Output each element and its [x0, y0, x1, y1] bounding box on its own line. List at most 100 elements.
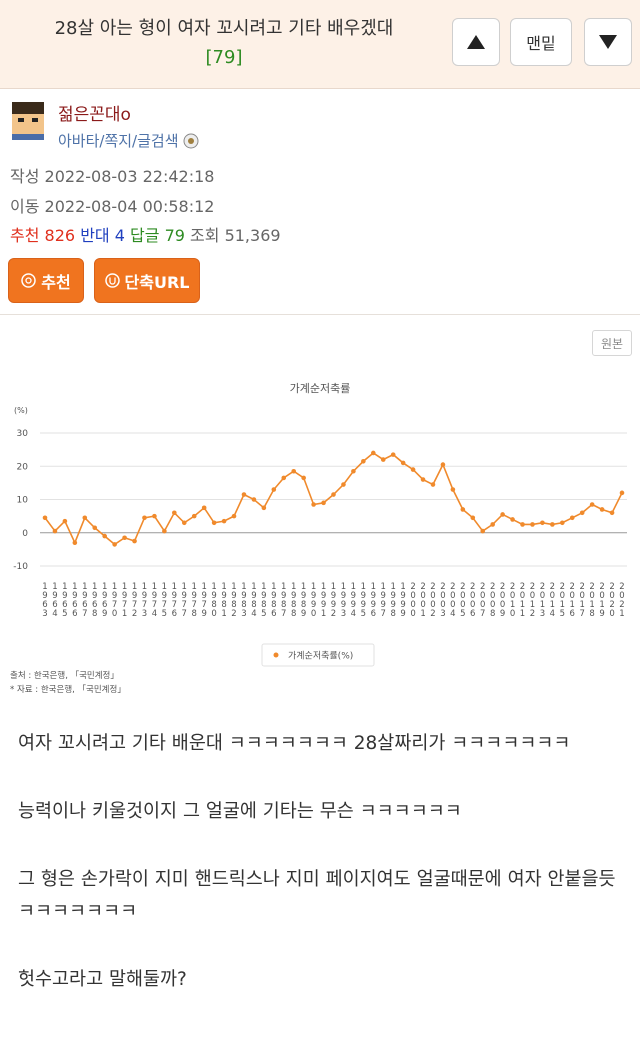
x-tick-label: 2002: [428, 582, 438, 618]
data-point: [162, 528, 167, 534]
short-url-button[interactable]: 단축URL: [94, 258, 200, 303]
stat-label: 조회: [190, 226, 220, 245]
y-tick-label: 0: [22, 529, 28, 539]
data-point: [410, 467, 416, 472]
data-point: [370, 450, 376, 456]
paragraph: 여자 꼬시려고 기타 배운대 ㅋㅋㅋㅋㅋㅋㅋ 28살짜리가 ㅋㅋㅋㅋㅋㅋㅋ: [18, 733, 571, 754]
x-tick-label: 1983: [239, 582, 249, 618]
written-row: 작성 2022-08-03 22:42:18: [10, 163, 214, 187]
data-point: [579, 510, 585, 516]
avatar[interactable]: [8, 100, 48, 140]
data-point: [42, 515, 48, 521]
x-tick-label: 1968: [90, 582, 100, 618]
data-point: [152, 513, 157, 519]
author-name[interactable]: 젊은꼰대o: [58, 105, 131, 125]
x-tick-label: 2004: [448, 582, 458, 618]
data-point: [281, 475, 287, 481]
data-point: [420, 477, 426, 482]
x-tick-label: 1993: [338, 582, 348, 618]
data-point: [550, 522, 555, 527]
post-title: 28살 아는 형이 여자 꼬시려고 기타 배우겠대 [79]: [8, 14, 440, 72]
data-point: [361, 458, 366, 464]
x-tick-label: 2000: [408, 582, 418, 618]
x-tick-label: 1963: [40, 582, 50, 618]
data-point: [470, 515, 476, 521]
separator: [0, 314, 640, 315]
data-point: [530, 522, 535, 527]
data-point: [52, 528, 58, 534]
data-point: [321, 500, 326, 506]
x-tick-label: 2017: [577, 582, 587, 618]
recommend-text: 추천: [41, 272, 71, 292]
links-text[interactable]: 아바타/쪽지/글검색: [58, 132, 179, 150]
x-tick-label: 1977: [179, 582, 189, 618]
stat-value: 826: [44, 226, 76, 245]
x-tick-label: 1975: [159, 582, 169, 618]
data-point: [540, 520, 545, 526]
x-tick-label: 2010: [508, 582, 518, 618]
x-tick-label: 2001: [418, 582, 428, 618]
reply-count[interactable]: [79]: [205, 47, 243, 68]
data-point: [589, 502, 595, 507]
x-tick-label: 1980: [209, 582, 219, 618]
chart-title: 가계순저축률: [290, 382, 351, 395]
x-tick-label: 1990: [309, 582, 319, 618]
x-tick-label: 1967: [80, 582, 90, 618]
data-point: [142, 515, 147, 521]
data-point: [430, 482, 436, 487]
x-tick-label: 2021: [617, 582, 627, 618]
x-tick-label: 2007: [478, 582, 488, 618]
paragraph: 그 형은 손가락이 지미 핸드릭스나 지미 페이지여도 얼굴때문에 여자 안붙을…: [18, 869, 616, 922]
paragraph: 헛수고라고 말해둘까?: [18, 969, 187, 990]
y-tick-label: -10: [13, 562, 28, 572]
x-tick-label: 1989: [299, 582, 309, 618]
data-point: [62, 518, 68, 524]
post-body: 여자 꼬시려고 기타 배운대 ㅋㅋㅋㅋㅋㅋㅋ 28살짜리가 ㅋㅋㅋㅋㅋㅋㅋ 능력이…: [18, 728, 624, 1032]
original-button[interactable]: 원본: [592, 330, 632, 356]
stats-row: 추천 826 반대 4 답글 79 조회 51,369: [10, 222, 281, 246]
x-tick-label: 1979: [199, 582, 209, 618]
x-tick-label: 2016: [567, 582, 577, 618]
x-tick-label: 1998: [388, 582, 398, 618]
x-tick-label: 1982: [229, 582, 239, 618]
data-point: [191, 513, 197, 519]
bottom-button[interactable]: 맨밑: [510, 18, 572, 66]
up-button[interactable]: [452, 18, 500, 66]
data-point: [261, 505, 267, 511]
legend-label: 가계순저축률(%): [288, 650, 353, 662]
x-tick-label: 1988: [289, 582, 299, 618]
down-button[interactable]: [584, 18, 632, 66]
y-tick-label: 10: [17, 496, 29, 506]
data-point: [331, 492, 336, 497]
x-tick-label: 1991: [319, 582, 329, 618]
stat-value: 51,369: [224, 226, 281, 245]
x-tick-label: 2011: [518, 582, 528, 618]
x-tick-label: 1964: [50, 582, 60, 618]
paragraph: 능력이나 키울것이지 그 얼굴에 기타는 무슨 ㅋㅋㅋㅋㅋㅋ: [18, 801, 462, 822]
stat-label: 추천: [10, 226, 40, 245]
x-tick-label: 1976: [169, 582, 179, 618]
stat-label: 반대: [80, 226, 110, 245]
stat-value: 79: [164, 226, 185, 245]
author-links: 아바타/쪽지/글검색: [58, 130, 199, 151]
y-axis-label: (%): [14, 406, 28, 415]
x-tick-label: 2009: [498, 582, 508, 618]
data-point: [82, 515, 88, 521]
x-tick-label: 2012: [527, 582, 537, 618]
up-icon: [467, 35, 485, 49]
data-point: [211, 520, 217, 526]
data-point: [450, 487, 456, 492]
x-tick-label: 2020: [607, 582, 617, 618]
short-url-text: 단축URL: [124, 272, 190, 292]
recommend-button[interactable]: 추천: [8, 258, 84, 303]
data-point: [440, 462, 446, 467]
data-point: [599, 507, 605, 512]
data-point: [311, 502, 316, 507]
x-tick-label: 2008: [488, 582, 498, 618]
data-point: [619, 490, 625, 496]
data-point: [341, 482, 346, 487]
legend-box: [261, 643, 375, 667]
x-tick-label: 1996: [368, 582, 378, 618]
data-point: [102, 533, 107, 539]
data-point: [480, 528, 486, 534]
